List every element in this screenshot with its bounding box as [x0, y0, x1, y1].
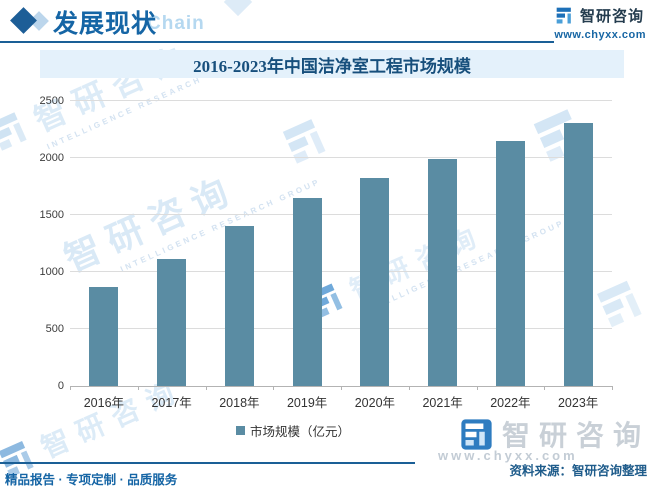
- axis-tick: [544, 386, 546, 390]
- x-axis-label: 2019年: [286, 396, 328, 410]
- y-axis-tick-label: 1000: [39, 266, 64, 278]
- axis-tick: [205, 386, 207, 390]
- data-source-note: 资料来源：智研咨询整理: [509, 464, 647, 478]
- bar-2018年: [224, 226, 254, 386]
- zhiyan-logo-icon: [555, 6, 575, 26]
- axis-tick: [341, 386, 342, 390]
- brand-name: 智研咨询: [579, 8, 644, 25]
- x-axis-label: 2021年: [422, 396, 463, 410]
- axis-tick: [476, 386, 478, 390]
- x-axis-label: 2023年: [557, 396, 599, 410]
- brand-website: www.chyxx.com: [554, 29, 646, 41]
- bar-2019年: [292, 197, 322, 386]
- footer-brand-name: 智研咨询: [502, 420, 650, 451]
- bar-slot: [70, 101, 138, 386]
- bar-2016年: [89, 286, 119, 386]
- y-axis-tick-label: 2000: [39, 152, 64, 164]
- legend-swatch: [236, 426, 245, 435]
- footer-divider: [0, 462, 415, 464]
- bar-2017年: [157, 258, 187, 386]
- axis-tick: [273, 386, 275, 390]
- y-axis: 0 500 1000 1500 2000 2500: [0, 95, 64, 392]
- legend-label: 市场规模（亿元）: [250, 425, 351, 439]
- diamond-watermark-icon: [223, 0, 253, 17]
- bar-2020年: [360, 177, 390, 386]
- bar-slot: [206, 101, 274, 386]
- y-axis-tick-label: 500: [45, 323, 64, 335]
- bar-2022年: [495, 141, 525, 386]
- x-axis-labels: 2016年 2017年 2018年 2019年 2020年 2021年 2022年 2023年: [70, 392, 612, 411]
- bar-slot: [409, 101, 477, 386]
- x-axis-label: 2018年: [219, 396, 260, 410]
- plot-area: [70, 100, 613, 390]
- section-watermark-text: Chain: [147, 13, 205, 34]
- axis-tick: [612, 386, 613, 390]
- section-title: 发展现状: [53, 11, 158, 38]
- bar-2023年: [563, 122, 593, 386]
- gridline: [70, 157, 612, 158]
- axis-tick: [137, 386, 139, 390]
- chart-title-band: 2016-2023年中国洁净室工程市场规模: [40, 50, 624, 78]
- bar-slot: [138, 101, 206, 386]
- legend: 市场规模（亿元）: [236, 421, 350, 440]
- bar-slot: [341, 101, 409, 386]
- axis-tick: [70, 386, 71, 390]
- gridline: [70, 271, 612, 272]
- zhiyan-logo-icon: [460, 418, 493, 451]
- axis-tick: [408, 386, 410, 390]
- bar-slot: [273, 101, 341, 386]
- bar-slot: [477, 101, 545, 386]
- footer-brand-watermark: 智研咨询: [460, 414, 650, 454]
- bar-slot: [544, 101, 612, 386]
- footer-brand-website: www.chyxx.com: [438, 448, 578, 463]
- diamond-icon: [10, 7, 37, 34]
- bar-2021年: [428, 159, 458, 386]
- y-axis-tick-label: 0: [57, 380, 64, 392]
- gridline: [70, 100, 612, 101]
- header-divider: [0, 41, 554, 43]
- services-tagline: 精品报告 · 专项定制 · 品质服务: [5, 473, 178, 487]
- x-axis-label: 2016年: [83, 396, 125, 410]
- brand-logo: 智研咨询: [555, 5, 644, 26]
- bars-row: [70, 101, 612, 386]
- gridline: [70, 214, 612, 215]
- x-axis-label: 2017年: [151, 396, 192, 410]
- y-axis-tick-label: 2500: [39, 95, 64, 107]
- gridline: [70, 328, 612, 329]
- chart-title: 2016-2023年中国洁净室工程市场规模: [193, 56, 471, 76]
- y-axis-tick-label: 1500: [39, 209, 64, 221]
- x-axis-label: 2020年: [354, 396, 396, 410]
- x-axis-label: 2022年: [490, 396, 531, 410]
